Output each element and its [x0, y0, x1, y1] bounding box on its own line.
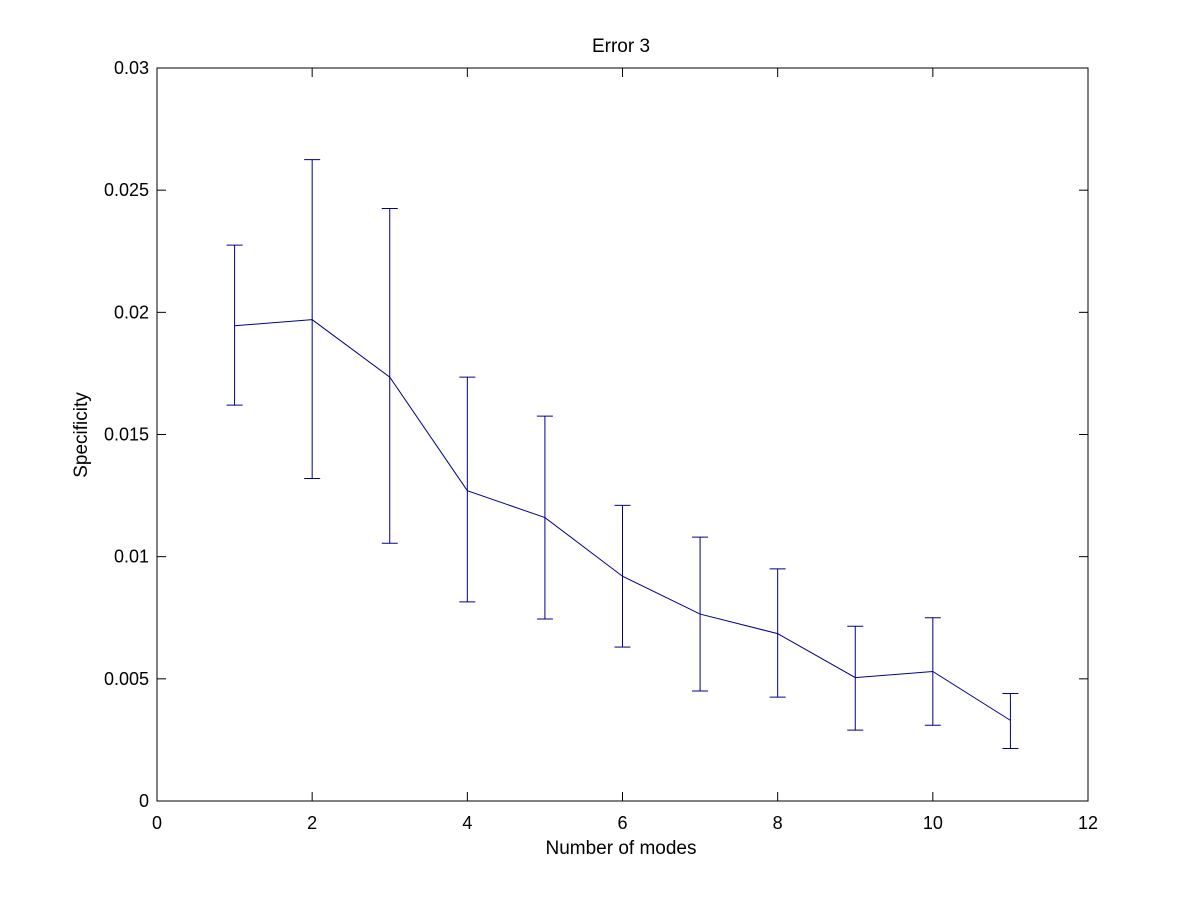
x-tick-label: 6: [617, 813, 627, 833]
y-tick-label: 0.015: [104, 425, 149, 445]
x-tick-label: 10: [923, 813, 943, 833]
y-tick-label: 0.02: [114, 302, 149, 322]
series-layer: [234, 319, 1011, 721]
x-axis-label: Number of modes: [545, 838, 696, 859]
x-tick-label: 4: [462, 813, 472, 833]
x-tick-label: 12: [1078, 813, 1098, 833]
y-tick-label: 0.01: [114, 547, 149, 567]
series-line: [234, 319, 1011, 721]
x-tick-label: 2: [307, 813, 317, 833]
y-tick-label: 0.025: [104, 180, 149, 200]
y-tick-label: 0: [139, 791, 149, 811]
axis-ticks: [156, 67, 1089, 802]
chart-title: Error 3: [592, 36, 650, 57]
plot-area: [156, 67, 1089, 802]
x-tick-label: 8: [773, 813, 783, 833]
y-tick-label: 0.005: [104, 669, 149, 689]
y-axis-label: Specificity: [71, 392, 92, 478]
y-tick-label: 0.03: [114, 58, 149, 78]
x-tick-label: 0: [152, 813, 162, 833]
tick-labels: 0 2 4 6 8 10 12 0 0.005 0.01 0.015 0.02 0.025 0.03: [104, 58, 1098, 833]
